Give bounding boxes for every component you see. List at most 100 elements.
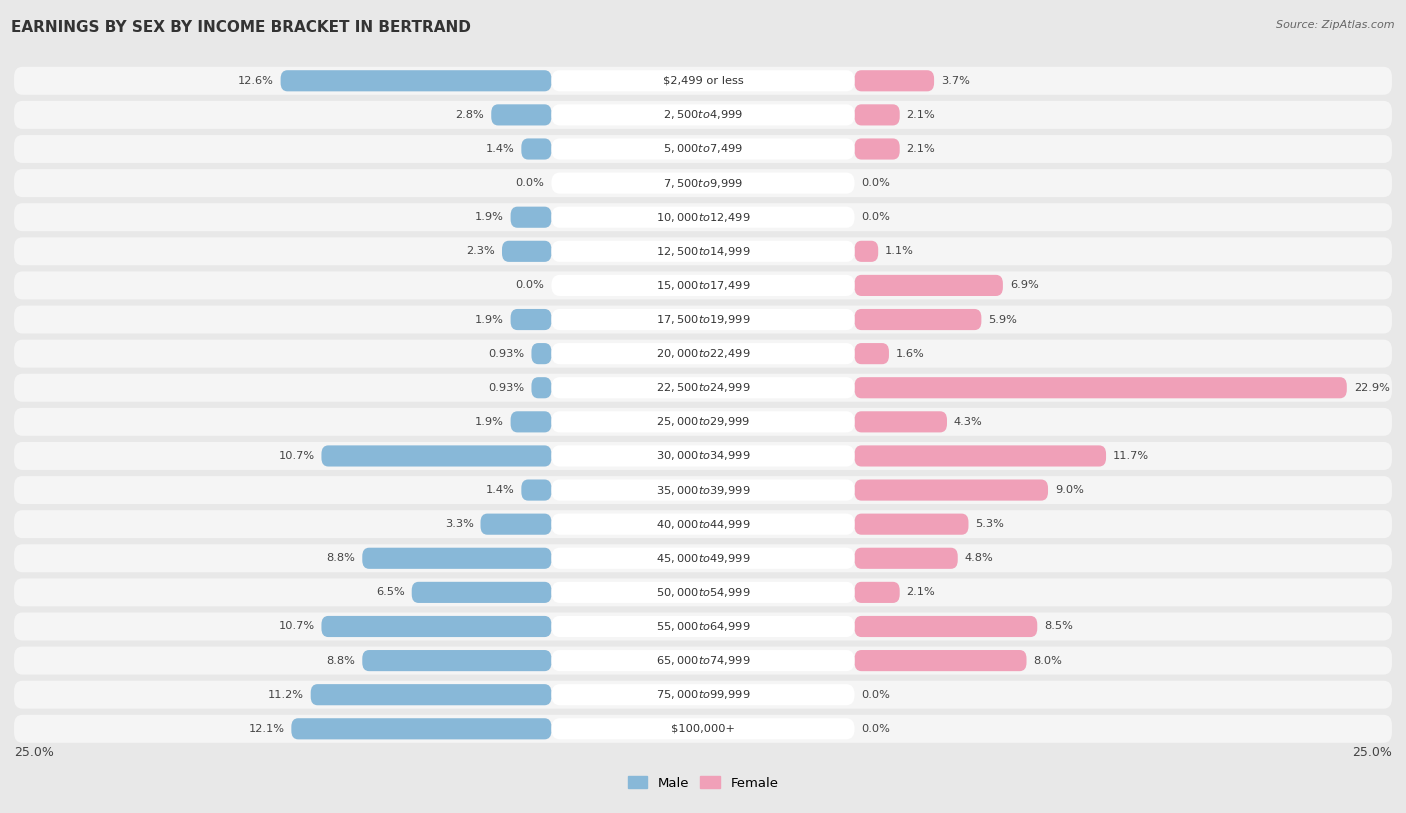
FancyBboxPatch shape	[510, 411, 551, 433]
FancyBboxPatch shape	[14, 374, 1392, 402]
FancyBboxPatch shape	[551, 582, 855, 603]
FancyBboxPatch shape	[522, 138, 551, 159]
FancyBboxPatch shape	[14, 169, 1392, 197]
Text: 1.9%: 1.9%	[475, 212, 503, 222]
FancyBboxPatch shape	[551, 616, 855, 637]
Text: 0.93%: 0.93%	[488, 383, 524, 393]
Text: 8.8%: 8.8%	[326, 655, 356, 666]
Text: $65,000 to $74,999: $65,000 to $74,999	[655, 654, 751, 667]
FancyBboxPatch shape	[14, 511, 1392, 538]
FancyBboxPatch shape	[855, 411, 948, 433]
Text: $17,500 to $19,999: $17,500 to $19,999	[655, 313, 751, 326]
Text: 4.3%: 4.3%	[953, 417, 983, 427]
Text: 1.6%: 1.6%	[896, 349, 925, 359]
Text: $10,000 to $12,499: $10,000 to $12,499	[655, 211, 751, 224]
Text: $25,000 to $29,999: $25,000 to $29,999	[655, 415, 751, 428]
FancyBboxPatch shape	[322, 616, 551, 637]
FancyBboxPatch shape	[855, 480, 1047, 501]
FancyBboxPatch shape	[311, 684, 551, 705]
Text: 2.1%: 2.1%	[907, 587, 935, 598]
Text: $5,000 to $7,499: $5,000 to $7,499	[664, 142, 742, 155]
Text: 8.5%: 8.5%	[1045, 621, 1073, 632]
FancyBboxPatch shape	[522, 480, 551, 501]
FancyBboxPatch shape	[14, 408, 1392, 436]
Text: 10.7%: 10.7%	[278, 451, 315, 461]
FancyBboxPatch shape	[855, 275, 1002, 296]
FancyBboxPatch shape	[14, 101, 1392, 129]
Text: 3.7%: 3.7%	[941, 76, 970, 86]
Text: 1.4%: 1.4%	[485, 485, 515, 495]
Text: 8.0%: 8.0%	[1033, 655, 1063, 666]
FancyBboxPatch shape	[551, 684, 855, 705]
Text: 0.0%: 0.0%	[862, 724, 890, 734]
FancyBboxPatch shape	[14, 612, 1392, 641]
FancyBboxPatch shape	[855, 616, 1038, 637]
Text: 0.0%: 0.0%	[516, 280, 544, 290]
Text: 0.0%: 0.0%	[862, 178, 890, 188]
Text: $55,000 to $64,999: $55,000 to $64,999	[655, 620, 751, 633]
Text: 0.0%: 0.0%	[862, 212, 890, 222]
Text: $100,000+: $100,000+	[671, 724, 735, 734]
Text: $50,000 to $54,999: $50,000 to $54,999	[655, 586, 751, 599]
FancyBboxPatch shape	[551, 70, 855, 91]
FancyBboxPatch shape	[510, 309, 551, 330]
FancyBboxPatch shape	[14, 340, 1392, 367]
Text: $20,000 to $22,499: $20,000 to $22,499	[655, 347, 751, 360]
Text: 22.9%: 22.9%	[1354, 383, 1389, 393]
FancyBboxPatch shape	[551, 275, 855, 296]
FancyBboxPatch shape	[551, 377, 855, 398]
Text: 1.4%: 1.4%	[485, 144, 515, 154]
Text: $45,000 to $49,999: $45,000 to $49,999	[655, 552, 751, 565]
FancyBboxPatch shape	[14, 306, 1392, 333]
FancyBboxPatch shape	[855, 377, 1347, 398]
Text: $12,500 to $14,999: $12,500 to $14,999	[655, 245, 751, 258]
FancyBboxPatch shape	[14, 715, 1392, 743]
Text: 0.0%: 0.0%	[516, 178, 544, 188]
FancyBboxPatch shape	[855, 650, 1026, 672]
FancyBboxPatch shape	[551, 411, 855, 433]
Text: $15,000 to $17,499: $15,000 to $17,499	[655, 279, 751, 292]
FancyBboxPatch shape	[14, 272, 1392, 299]
Text: 11.2%: 11.2%	[267, 689, 304, 700]
FancyBboxPatch shape	[363, 650, 551, 672]
Text: $40,000 to $44,999: $40,000 to $44,999	[655, 518, 751, 531]
FancyBboxPatch shape	[14, 237, 1392, 265]
Text: 10.7%: 10.7%	[278, 621, 315, 632]
Text: 1.9%: 1.9%	[475, 417, 503, 427]
Text: 12.1%: 12.1%	[249, 724, 284, 734]
Text: 1.9%: 1.9%	[475, 315, 503, 324]
FancyBboxPatch shape	[855, 514, 969, 535]
FancyBboxPatch shape	[551, 309, 855, 330]
Text: 25.0%: 25.0%	[1353, 746, 1392, 759]
FancyBboxPatch shape	[14, 203, 1392, 231]
FancyBboxPatch shape	[551, 718, 855, 739]
FancyBboxPatch shape	[502, 241, 551, 262]
FancyBboxPatch shape	[551, 138, 855, 159]
FancyBboxPatch shape	[281, 70, 551, 91]
Text: 2.3%: 2.3%	[467, 246, 495, 256]
FancyBboxPatch shape	[551, 650, 855, 672]
Text: 12.6%: 12.6%	[238, 76, 274, 86]
FancyBboxPatch shape	[481, 514, 551, 535]
FancyBboxPatch shape	[531, 377, 551, 398]
Text: $22,500 to $24,999: $22,500 to $24,999	[655, 381, 751, 394]
FancyBboxPatch shape	[551, 514, 855, 535]
Text: $7,500 to $9,999: $7,500 to $9,999	[664, 176, 742, 189]
Text: 2.1%: 2.1%	[907, 110, 935, 120]
FancyBboxPatch shape	[551, 446, 855, 467]
Text: 0.0%: 0.0%	[862, 689, 890, 700]
FancyBboxPatch shape	[551, 104, 855, 125]
Text: 2.8%: 2.8%	[456, 110, 484, 120]
FancyBboxPatch shape	[855, 138, 900, 159]
Text: $35,000 to $39,999: $35,000 to $39,999	[655, 484, 751, 497]
FancyBboxPatch shape	[14, 646, 1392, 675]
Text: 6.5%: 6.5%	[375, 587, 405, 598]
FancyBboxPatch shape	[551, 343, 855, 364]
FancyBboxPatch shape	[551, 207, 855, 228]
FancyBboxPatch shape	[855, 582, 900, 603]
FancyBboxPatch shape	[14, 476, 1392, 504]
FancyBboxPatch shape	[14, 67, 1392, 95]
FancyBboxPatch shape	[14, 578, 1392, 606]
Text: $75,000 to $99,999: $75,000 to $99,999	[655, 688, 751, 701]
Text: 25.0%: 25.0%	[14, 746, 53, 759]
